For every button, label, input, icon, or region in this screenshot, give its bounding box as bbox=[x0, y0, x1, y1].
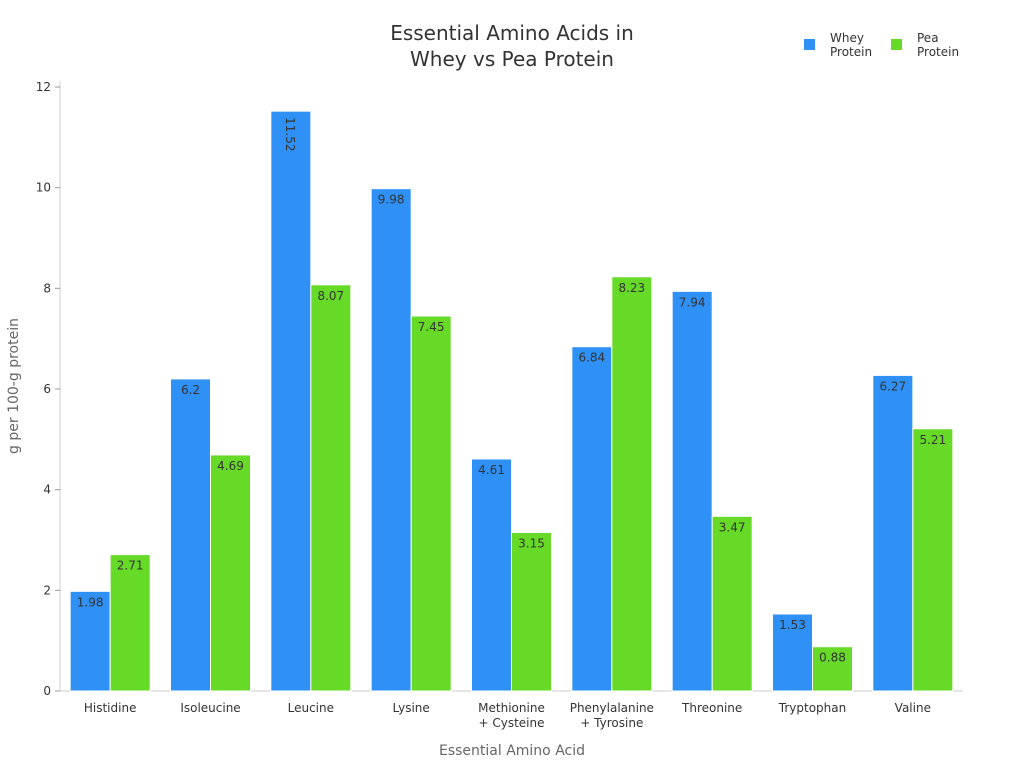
x-axis-label: Essential Amino Acid bbox=[439, 743, 585, 759]
x-tick-label: Valine bbox=[895, 701, 931, 715]
x-tick-label: Histidine bbox=[84, 701, 137, 715]
chart-title-line-2: Whey vs Pea Protein bbox=[410, 47, 614, 71]
data-label: 6.27 bbox=[879, 379, 906, 393]
data-label: 0.88 bbox=[819, 651, 846, 665]
bar-whey[interactable] bbox=[772, 613, 813, 692]
data-label: 4.61 bbox=[478, 463, 505, 477]
y-tick-label: 10 bbox=[36, 181, 51, 195]
bar-pea[interactable] bbox=[410, 315, 452, 692]
y-tick-label: 8 bbox=[43, 281, 51, 295]
chart-title-line-1: Essential Amino Acids in bbox=[390, 21, 634, 45]
y-tick-label: 0 bbox=[43, 684, 51, 698]
bar-whey[interactable] bbox=[471, 458, 512, 692]
data-label: 9.98 bbox=[378, 193, 405, 207]
x-tick-label: Phenylalanine bbox=[570, 701, 654, 715]
legend-swatch-whey bbox=[804, 39, 815, 50]
legend-label: Protein bbox=[917, 45, 959, 59]
bar-pea[interactable] bbox=[511, 531, 552, 692]
data-label: 8.07 bbox=[317, 289, 344, 303]
x-tick-label: + Tyrosine bbox=[580, 716, 643, 730]
bar-whey[interactable] bbox=[571, 346, 613, 692]
y-tick-label: 4 bbox=[43, 483, 51, 497]
x-tick-label: Lysine bbox=[393, 701, 430, 715]
data-label: 11.52 bbox=[283, 117, 297, 151]
data-label: 1.98 bbox=[77, 595, 104, 609]
y-tick-label: 2 bbox=[43, 583, 51, 597]
y-axis-label: g per 100-g protein bbox=[6, 318, 22, 454]
bar-whey[interactable] bbox=[170, 378, 211, 692]
data-label: 5.21 bbox=[919, 433, 946, 447]
bar-whey[interactable] bbox=[370, 188, 412, 692]
data-label: 1.53 bbox=[779, 618, 806, 632]
legend-label: Whey bbox=[830, 31, 864, 45]
data-label: 3.15 bbox=[518, 536, 545, 550]
bar-pea[interactable] bbox=[210, 454, 251, 692]
bar-pea[interactable] bbox=[109, 554, 151, 692]
data-label: 7.94 bbox=[679, 295, 706, 309]
bar-pea[interactable] bbox=[812, 646, 853, 692]
bar-pea[interactable] bbox=[912, 428, 954, 692]
bar-pea[interactable] bbox=[310, 284, 352, 692]
bar-whey[interactable] bbox=[872, 374, 914, 692]
bar-pea[interactable] bbox=[611, 276, 653, 692]
legend-swatch-pea bbox=[891, 39, 902, 50]
legend-label: Protein bbox=[830, 45, 872, 59]
x-tick-label: Methionine bbox=[478, 701, 545, 715]
data-label: 6.2 bbox=[181, 383, 200, 397]
x-tick-label: Isoleucine bbox=[180, 701, 240, 715]
x-tick-label: + Cysteine bbox=[478, 716, 544, 730]
y-tick-label: 12 bbox=[36, 80, 51, 94]
data-label: 3.47 bbox=[719, 520, 746, 534]
data-label: 4.69 bbox=[217, 459, 244, 473]
legend-label: Pea bbox=[917, 31, 939, 45]
bar-whey[interactable] bbox=[270, 110, 312, 692]
x-tick-label: Leucine bbox=[288, 701, 334, 715]
data-label: 7.45 bbox=[418, 320, 445, 334]
y-tick-label: 6 bbox=[43, 382, 51, 396]
x-tick-label: Threonine bbox=[681, 701, 742, 715]
bar-whey[interactable] bbox=[671, 290, 713, 692]
data-label: 6.84 bbox=[578, 351, 605, 365]
x-tick-label: Tryptophan bbox=[778, 701, 846, 715]
data-label: 8.23 bbox=[618, 281, 645, 295]
data-label: 2.71 bbox=[117, 559, 144, 573]
bar-pea[interactable] bbox=[711, 515, 753, 692]
